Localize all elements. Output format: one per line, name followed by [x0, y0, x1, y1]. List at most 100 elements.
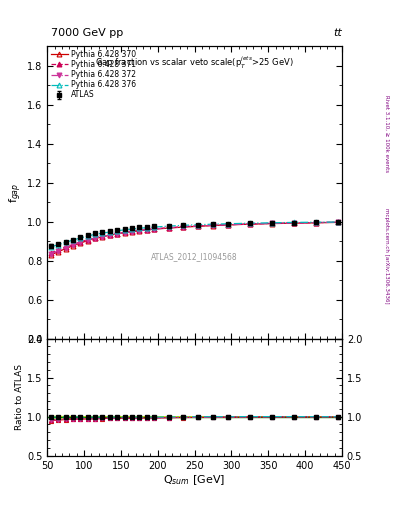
Pythia 6.428 370 [248, 221, 252, 227]
Pythia 6.428 371 [85, 237, 90, 243]
Pythia 6.428 372 [152, 226, 156, 232]
Pythia 6.428 370 [115, 231, 119, 237]
Line: Pythia 6.428 371: Pythia 6.428 371 [48, 220, 341, 255]
Pythia 6.428 372 [48, 251, 53, 257]
Pythia 6.428 370 [270, 221, 274, 227]
Pythia 6.428 370 [196, 223, 200, 229]
Pythia 6.428 376 [225, 221, 230, 227]
Line: Pythia 6.428 372: Pythia 6.428 372 [48, 220, 341, 256]
Pythia 6.428 372 [115, 230, 119, 237]
Pythia 6.428 376 [144, 225, 149, 231]
Pythia 6.428 372 [292, 220, 296, 226]
Pythia 6.428 372 [63, 245, 68, 251]
Pythia 6.428 371 [93, 234, 97, 241]
Pythia 6.428 370 [93, 236, 97, 242]
Pythia 6.428 371 [137, 227, 141, 233]
Pythia 6.428 371 [248, 221, 252, 227]
Pythia 6.428 372 [71, 242, 75, 248]
X-axis label: Q$_{sum}$ [GeV]: Q$_{sum}$ [GeV] [163, 473, 226, 487]
Pythia 6.428 370 [137, 228, 141, 234]
Y-axis label: f$_{gap}$: f$_{gap}$ [8, 182, 24, 203]
Pythia 6.428 376 [85, 233, 90, 239]
Pythia 6.428 370 [56, 249, 61, 255]
Pythia 6.428 376 [78, 235, 83, 241]
Pythia 6.428 370 [107, 232, 112, 239]
Pythia 6.428 376 [100, 230, 105, 236]
Text: tt: tt [333, 28, 342, 38]
Legend: Pythia 6.428 370, Pythia 6.428 371, Pythia 6.428 372, Pythia 6.428 376, ATLAS: Pythia 6.428 370, Pythia 6.428 371, Pyth… [50, 48, 138, 101]
Pythia 6.428 372 [166, 225, 171, 231]
Text: ATLAS_2012_I1094568: ATLAS_2012_I1094568 [151, 252, 238, 261]
Pythia 6.428 376 [107, 229, 112, 235]
Pythia 6.428 376 [71, 237, 75, 243]
Pythia 6.428 376 [292, 219, 296, 225]
Pythia 6.428 372 [107, 232, 112, 238]
Pythia 6.428 371 [48, 250, 53, 256]
Pythia 6.428 376 [248, 220, 252, 226]
Pythia 6.428 372 [225, 222, 230, 228]
Pythia 6.428 371 [196, 223, 200, 229]
Pythia 6.428 370 [181, 224, 186, 230]
Pythia 6.428 372 [248, 221, 252, 227]
Pythia 6.428 372 [85, 237, 90, 243]
Pythia 6.428 376 [152, 224, 156, 230]
Pythia 6.428 372 [78, 240, 83, 246]
Pythia 6.428 376 [336, 219, 341, 225]
Pythia 6.428 376 [270, 220, 274, 226]
Pythia 6.428 370 [152, 226, 156, 232]
Pythia 6.428 371 [144, 226, 149, 232]
Pythia 6.428 370 [211, 222, 215, 228]
Pythia 6.428 376 [56, 242, 61, 248]
Pythia 6.428 372 [211, 222, 215, 228]
Pythia 6.428 370 [225, 222, 230, 228]
Pythia 6.428 371 [225, 222, 230, 228]
Pythia 6.428 376 [93, 231, 97, 238]
Pythia 6.428 371 [71, 241, 75, 247]
Pythia 6.428 376 [122, 227, 127, 233]
Pythia 6.428 371 [115, 230, 119, 237]
Pythia 6.428 370 [336, 219, 341, 225]
Pythia 6.428 372 [130, 228, 134, 234]
Pythia 6.428 371 [181, 224, 186, 230]
Pythia 6.428 372 [336, 219, 341, 225]
Pythia 6.428 370 [48, 252, 53, 258]
Pythia 6.428 371 [336, 219, 341, 225]
Pythia 6.428 370 [144, 227, 149, 233]
Pythia 6.428 376 [115, 228, 119, 234]
Pythia 6.428 372 [181, 224, 186, 230]
Text: 7000 GeV pp: 7000 GeV pp [51, 28, 123, 38]
Pythia 6.428 372 [314, 220, 318, 226]
Pythia 6.428 372 [122, 229, 127, 236]
Pythia 6.428 376 [130, 226, 134, 232]
Pythia 6.428 370 [122, 230, 127, 236]
Pythia 6.428 371 [107, 232, 112, 238]
Pythia 6.428 376 [211, 221, 215, 227]
Pythia 6.428 371 [130, 228, 134, 234]
Pythia 6.428 372 [270, 220, 274, 226]
Pythia 6.428 372 [137, 227, 141, 233]
Pythia 6.428 371 [292, 220, 296, 226]
Pythia 6.428 370 [85, 238, 90, 244]
Y-axis label: Ratio to ATLAS: Ratio to ATLAS [15, 364, 24, 430]
Pythia 6.428 371 [100, 233, 105, 239]
Pythia 6.428 370 [100, 234, 105, 240]
Pythia 6.428 376 [166, 223, 171, 229]
Pythia 6.428 370 [63, 245, 68, 251]
Pythia 6.428 370 [292, 220, 296, 226]
Pythia 6.428 372 [144, 227, 149, 233]
Text: mcplots.cern.ch [arXiv:1306.3436]: mcplots.cern.ch [arXiv:1306.3436] [384, 208, 389, 304]
Pythia 6.428 370 [78, 240, 83, 246]
Pythia 6.428 376 [181, 222, 186, 228]
Pythia 6.428 370 [166, 225, 171, 231]
Pythia 6.428 376 [137, 225, 141, 231]
Pythia 6.428 371 [56, 247, 61, 253]
Pythia 6.428 376 [196, 222, 200, 228]
Pythia 6.428 371 [63, 244, 68, 250]
Pythia 6.428 371 [152, 226, 156, 232]
Pythia 6.428 372 [93, 235, 97, 241]
Pythia 6.428 371 [211, 222, 215, 228]
Line: Pythia 6.428 370: Pythia 6.428 370 [48, 220, 341, 257]
Pythia 6.428 372 [56, 248, 61, 254]
Pythia 6.428 376 [314, 219, 318, 225]
Text: Rivet 3.1.10, ≥ 100k events: Rivet 3.1.10, ≥ 100k events [384, 95, 389, 172]
